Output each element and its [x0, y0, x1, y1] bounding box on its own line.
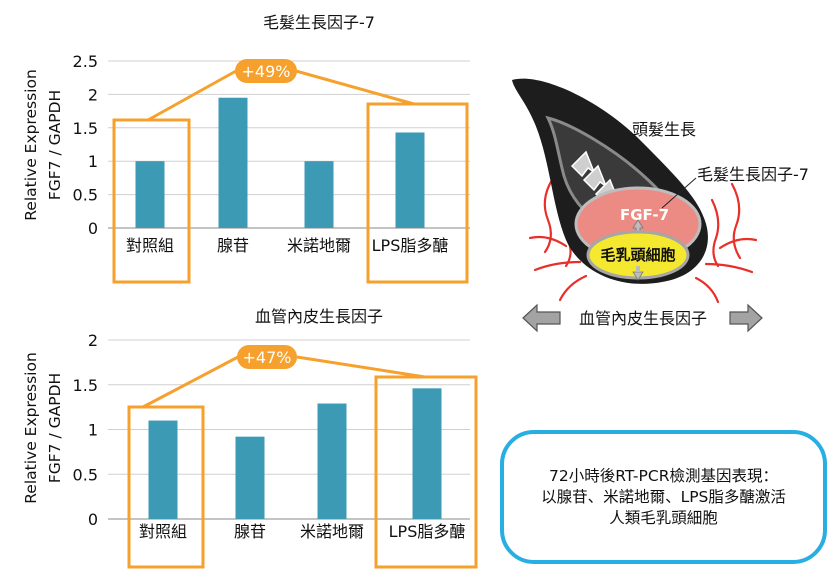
up-chevron-icon: [582, 164, 608, 192]
right-arrow-icon: [729, 303, 763, 333]
y-axis-label: FGF7 / GAPDH: [46, 90, 64, 200]
fgf7-leader-line: [661, 177, 697, 209]
chart-fgf7: 毛髮生長因子-7 0 0.5 1 1.5 2 2.5 Relative Expression F…: [22, 13, 470, 284]
vessel-line: [694, 276, 720, 304]
vessel-line: [558, 274, 588, 302]
vessel-line: [710, 198, 720, 268]
callout-line: 72小時後RT-PCR檢測基因表現：: [549, 466, 778, 485]
annotation-pill: [235, 59, 297, 83]
vessel-line: [718, 237, 758, 250]
hair-follicle-diagram: FGF-7 毛乳頭細胞 頭髮生長 毛髮生長因子-7 血管內皮生長因子: [512, 78, 809, 333]
x-tick-label: 腺苷: [217, 236, 249, 255]
callout-line: 人類毛乳頭細胞: [609, 508, 718, 527]
bar: [235, 436, 265, 519]
method-callout: 72小時後RT-PCR檢測基因表現： 以腺苷、米諾地爾、LPS脂多醣激活 人類毛…: [500, 430, 827, 564]
fgf7-factor-label: 毛髮生長因子-7: [697, 165, 809, 184]
y-axis-label: Relative Expression: [22, 69, 40, 221]
x-tick-label: LPS脂多醣: [372, 236, 449, 255]
y-tick-label: 0: [88, 219, 98, 238]
method-callout-text: 72小時後RT-PCR檢測基因表現： 以腺苷、米諾地爾、LPS脂多醣激活 人類毛…: [541, 466, 786, 529]
x-tick-label: 對照組: [139, 522, 187, 541]
bar: [304, 161, 334, 228]
y-tick-label: 0.5: [73, 465, 98, 484]
bar: [135, 161, 165, 228]
y-tick-label: 0.5: [73, 186, 98, 205]
highlight-box: [112, 118, 191, 284]
x-tick-label: LPS脂多醣: [389, 522, 466, 541]
papilla-label: 毛乳頭細胞: [600, 246, 675, 264]
connector-line: [142, 355, 239, 409]
vessel-line: [730, 182, 742, 260]
chart-vegf: 血管內皮生長因子 0 0.5 1 1.5 2 Relative Expression FGF7…: [22, 307, 478, 569]
hair-growth-label: 頭髮生長: [632, 120, 696, 139]
bar: [218, 97, 248, 229]
connector-line: [147, 69, 237, 122]
annotation-label: +49%: [242, 62, 291, 81]
bar: [317, 403, 347, 519]
highlight-box: [366, 102, 469, 284]
vessel-line: [533, 260, 582, 272]
blood-vessels: [528, 178, 758, 304]
annotation-pill: [237, 345, 297, 369]
vessel-line: [704, 262, 754, 274]
highlight-box: [374, 375, 478, 569]
x-tick-label: 對照組: [126, 236, 174, 255]
y-tick-label: 1: [88, 421, 98, 440]
bar: [395, 132, 425, 228]
y-tick-label: 2: [88, 331, 98, 350]
bar: [148, 420, 178, 519]
x-tick-label: 米諾地爾: [287, 236, 351, 255]
small-down-arrow-stem: [636, 266, 640, 272]
callout-line: 以腺苷、米諾地爾、LPS脂多醣激活: [541, 487, 786, 506]
y-axis-label: FGF7 / GAPDH: [46, 373, 64, 483]
annotation-label: +47%: [243, 348, 292, 367]
bar: [412, 388, 442, 519]
fgf7-cell-label: FGF-7: [620, 206, 669, 224]
y-tick-label: 1.5: [73, 376, 98, 395]
x-tick-label: 米諾地爾: [300, 522, 364, 541]
connector-line: [295, 69, 415, 106]
y-tick-label: 1: [88, 152, 98, 171]
vessel-line: [528, 235, 568, 248]
chart-title: 毛髮生長因子-7: [263, 13, 375, 32]
y-axis-label: Relative Expression: [22, 352, 40, 504]
vegf-label: 血管內皮生長因子: [579, 309, 707, 328]
up-chevron-icon: [570, 150, 596, 178]
y-tick-label: 0: [88, 510, 98, 529]
left-arrow-icon: [522, 303, 561, 333]
y-tick-label: 1.5: [73, 119, 98, 138]
vessel-line: [543, 178, 554, 254]
x-tick-label: 腺苷: [234, 522, 266, 541]
chart-title: 血管內皮生長因子: [255, 307, 383, 326]
y-tick-label: 2.5: [73, 52, 98, 71]
y-tick-label: 2: [88, 85, 98, 104]
highlight-box: [127, 405, 205, 569]
connector-line: [296, 355, 426, 379]
